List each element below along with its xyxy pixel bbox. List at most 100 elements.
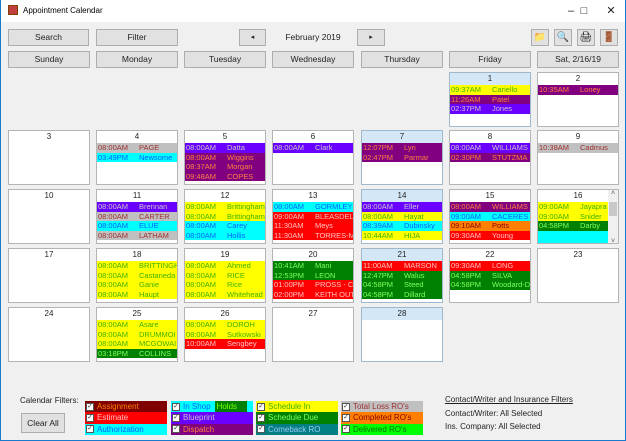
- appointment[interactable]: 08:00AM DRUMMOI: [97, 329, 177, 339]
- appointment[interactable]: 08:00AM GORMLEY: [273, 202, 353, 212]
- appointment[interactable]: 09:30AM Young: [450, 230, 530, 240]
- day-cell[interactable]: 2 10:35AM Loney: [537, 72, 619, 127]
- appointment[interactable]: 01:00PM PROSS - C: [273, 280, 353, 290]
- day-cell[interactable]: 16 09:00AM Jayapra 09:00AM Snider 04:58PM Darb…: [537, 189, 619, 244]
- appointment[interactable]: 08:00AM Clark: [273, 143, 353, 153]
- day-cell[interactable]: 21 11:00AM MARSON 12:47PM Walus 04:58PM Steed 0…: [361, 248, 443, 303]
- appointment[interactable]: 08:00AM Castaneda: [97, 270, 177, 280]
- appointment[interactable]: 08:00AM Brittingham: [185, 202, 265, 212]
- scroll-thumb[interactable]: [609, 202, 617, 216]
- day-cell[interactable]: 22 09:30AM LONG 04:58PM SILVA 04:58PM Woodard-…: [449, 248, 531, 303]
- appointment[interactable]: 09:48AM COPES: [185, 171, 265, 181]
- day-header-6[interactable]: Sat, 2/16/19: [537, 51, 619, 68]
- appointment[interactable]: 02:30PM STUTZMA: [450, 152, 530, 162]
- day-header-1[interactable]: Monday: [96, 51, 178, 68]
- scroll-down-icon[interactable]: ˅: [610, 238, 616, 244]
- day-cell[interactable]: 11 08:00AM Brennan 08:00AM CARTER 08:00AM ELUE…: [96, 189, 178, 244]
- appointment[interactable]: 08:00AM Eller: [362, 202, 442, 212]
- search-button[interactable]: Search: [8, 29, 89, 46]
- appointment[interactable]: 08:00AM CARTER: [97, 211, 177, 221]
- appointment[interactable]: 11:30AM TORRES-M: [273, 230, 353, 240]
- appointment[interactable]: 08:00AM BRITTINGH: [97, 261, 177, 271]
- appointment[interactable]: 04:58PM Steed: [362, 280, 442, 290]
- day-cell[interactable]: 13 08:00AM GORMLEY 09:00AM BLEASDEL 11:30AM Me…: [272, 189, 354, 244]
- appointment[interactable]: 08:00AM Whitehead: [185, 289, 265, 299]
- day-cell[interactable]: 8 08:00AM WILLIAMS 02:30PM STUTZMA: [449, 130, 531, 185]
- filter-comeback[interactable]: ✓ Comeback RO: [256, 423, 338, 435]
- day-cell[interactable]: 1 09:37AM Cariello 11:26AM Patel 02:37PM Jones: [449, 72, 531, 127]
- appointment[interactable]: 08:00AM RICE: [185, 270, 265, 280]
- appointment[interactable]: 12:53PM LEON: [273, 270, 353, 280]
- day-cell[interactable]: 10: [8, 189, 90, 244]
- appointment[interactable]: 08:00AM Ganie: [97, 280, 177, 290]
- day-header-3[interactable]: Wednesday: [272, 51, 354, 68]
- filter-assignment[interactable]: ✓ Assignment: [85, 401, 167, 413]
- day-cell[interactable]: 5 08:00AM Datta 08:00AM Wiggins 08:37AM Morgan…: [184, 130, 266, 185]
- appointment[interactable]: 08:39AM Dubinsky: [362, 221, 442, 231]
- appointment[interactable]: 08:00AM WILLIAMS: [450, 202, 530, 212]
- day-cell[interactable]: 23: [537, 248, 619, 303]
- appointment[interactable]: 09:10AM Potts: [450, 221, 530, 231]
- checkbox[interactable]: ✓: [172, 413, 180, 422]
- appointment[interactable]: 02:00PM KEITH OUT: [273, 289, 353, 299]
- appointment[interactable]: 03:18PM COLLINS: [97, 348, 177, 358]
- checkbox[interactable]: ✓: [86, 425, 94, 434]
- appointment[interactable]: 10:00AM Sengbey: [185, 339, 265, 349]
- checkbox[interactable]: ✓: [172, 402, 180, 411]
- appointment[interactable]: 04:58PM Darby: [538, 221, 609, 231]
- minimize-button[interactable]: –: [567, 5, 575, 17]
- filter-completed[interactable]: ✓ Completed RO's: [341, 412, 423, 424]
- filter-dispatch[interactable]: ✓ Dispatch: [171, 423, 253, 435]
- day-header-4[interactable]: Thursday: [361, 51, 443, 68]
- appointment[interactable]: 08:00AM Hayat: [362, 211, 442, 221]
- appointment[interactable]: 02:37PM Jones: [450, 104, 530, 114]
- appointment[interactable]: 08:00AM Haupt: [97, 289, 177, 299]
- filter-authorization[interactable]: ✓ Authorization: [85, 423, 167, 435]
- filter-blueprint[interactable]: ✓ Blueprint: [171, 412, 253, 424]
- day-cell[interactable]: 18 08:00AM BRITTINGH 08:00AM Castaneda 08:00A…: [96, 248, 178, 303]
- appointment[interactable]: 12:47PM Walus: [362, 270, 442, 280]
- appointment[interactable]: 04:58PM Dillard: [362, 289, 442, 299]
- folder-button[interactable]: 📁: [531, 29, 549, 46]
- checkbox[interactable]: ✓: [342, 425, 350, 434]
- filter-button[interactable]: Filter: [96, 29, 178, 46]
- appointment[interactable]: 08:00AM Datta: [185, 143, 265, 153]
- appointment[interactable]: 08:00AM LATHAM: [97, 230, 177, 240]
- appointment[interactable]: 02:47PM Parmar: [362, 152, 442, 162]
- day-cell[interactable]: 6 08:00AM Clark: [272, 130, 354, 185]
- close-button[interactable]: ✕: [606, 5, 616, 17]
- appointment[interactable]: 08:00AM Asare: [97, 320, 177, 330]
- appointment[interactable]: 08:00AM ELUE: [97, 221, 177, 231]
- appointment[interactable]: 08:00AM Sutkowski: [185, 329, 265, 339]
- day-cell[interactable]: 15 08:00AM WILLIAMS 09:00AM CACERES 09:10AM Po…: [449, 189, 531, 244]
- checkbox[interactable]: ✓: [257, 402, 265, 411]
- printer-button[interactable]: 🖨: [577, 29, 595, 46]
- day-cell[interactable]: 17: [8, 248, 90, 303]
- day-cell[interactable]: 9 10:38AM Cadmus: [537, 130, 619, 185]
- day-cell[interactable]: 25 08:00AM Asare 08:00AM DRUMMOI 08:00AM MCGOW…: [96, 307, 178, 362]
- appointment[interactable]: 08:00AM Brennan: [97, 202, 177, 212]
- day-cell[interactable]: 7 12:07PM Lyn 02:47PM Parmar: [361, 130, 443, 185]
- maximize-button[interactable]: □: [580, 5, 588, 17]
- appointment[interactable]: 08:00AM Rice: [185, 280, 265, 290]
- magnifier-button[interactable]: 🔍: [554, 29, 572, 46]
- filter-schedule_due[interactable]: ✓ Schedule Due: [256, 412, 338, 424]
- appointment[interactable]: 09:30AM LONG: [450, 261, 530, 271]
- cell-scrollbar[interactable]: ˄ ˅: [608, 190, 618, 244]
- day-cell[interactable]: 24: [8, 307, 90, 362]
- appointment[interactable]: 09:00AM Jayapra: [538, 202, 609, 212]
- appointment[interactable]: 10:44AM HIJA: [362, 230, 442, 240]
- appointment[interactable]: 11:00AM MARSON: [362, 261, 442, 271]
- checkbox[interactable]: ✓: [86, 413, 94, 422]
- contact-insurance-filters-link[interactable]: Contact/Writer and Insurance Filters: [445, 395, 573, 404]
- appointment[interactable]: 08:00AM Brittingham: [185, 211, 265, 221]
- appointment[interactable]: 04:58PM Woodard-D: [450, 280, 530, 290]
- next-month-button[interactable]: ▸: [357, 29, 385, 46]
- scroll-up-icon[interactable]: ˄: [610, 190, 616, 197]
- day-header-0[interactable]: Sunday: [8, 51, 90, 68]
- filter-schedule_in[interactable]: ✓ Schedule In: [256, 401, 338, 413]
- filter-in_shop[interactable]: ✓ In Shop Holds: [171, 401, 253, 413]
- appointment[interactable]: 08:00AM Hollis: [185, 230, 265, 240]
- appointment[interactable]: 09:00AM Snider: [538, 211, 609, 221]
- appointment[interactable]: 08:00AM Carey: [185, 221, 265, 231]
